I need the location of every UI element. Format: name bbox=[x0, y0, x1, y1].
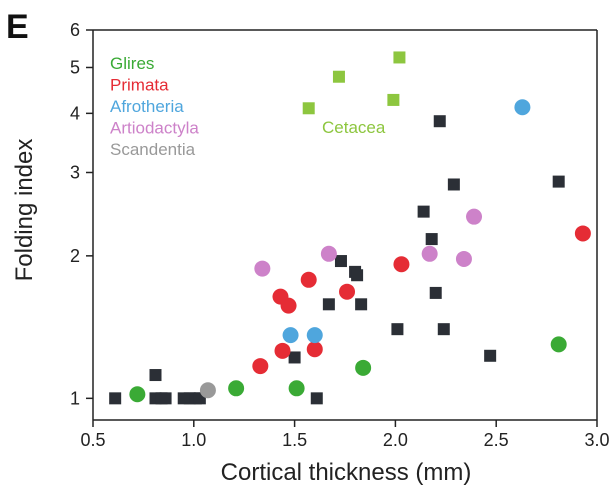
other-unlabeled-point bbox=[334, 255, 347, 268]
y-tick-label: 4 bbox=[70, 103, 80, 123]
other-unlabeled-point bbox=[437, 323, 450, 336]
cetacea-point bbox=[332, 70, 345, 83]
afrotheria-point bbox=[282, 327, 299, 344]
other-unlabeled-point bbox=[109, 392, 122, 405]
afrotheria-point bbox=[306, 327, 323, 344]
primata-point bbox=[574, 225, 591, 242]
other-unlabeled-point bbox=[447, 178, 460, 191]
other-unlabeled-point bbox=[322, 298, 335, 311]
other-unlabeled-point bbox=[484, 349, 497, 362]
afrotheria-point bbox=[514, 99, 531, 116]
other-unlabeled-point bbox=[355, 298, 368, 311]
legend-entry-afrotheria: Afrotheria bbox=[110, 97, 184, 116]
legend-entry-scandentia: Scandentia bbox=[110, 140, 196, 159]
primata-point bbox=[274, 342, 291, 359]
x-tick-label: 0.5 bbox=[80, 430, 105, 450]
other-unlabeled-point bbox=[429, 286, 442, 299]
other-unlabeled-point bbox=[288, 351, 301, 364]
artiodactyla-point bbox=[466, 208, 483, 225]
legend: Glires Primata Afrotheria Artiodactyla Scand… bbox=[110, 54, 199, 159]
artiodactyla-point bbox=[421, 245, 438, 262]
legend-entry-artiodactyla: Artiodactyla bbox=[110, 119, 199, 138]
glires-point bbox=[355, 359, 372, 376]
x-tick-label: 2.0 bbox=[383, 430, 408, 450]
panel-letter: E bbox=[6, 8, 29, 46]
y-tick-label: 5 bbox=[70, 57, 80, 77]
other-unlabeled-point bbox=[552, 175, 565, 188]
other-unlabeled-point bbox=[391, 323, 404, 336]
glires-point bbox=[228, 380, 245, 397]
y-tick-label: 3 bbox=[70, 162, 80, 182]
x-tick-label: 3.0 bbox=[584, 430, 609, 450]
y-tick-label: 6 bbox=[70, 20, 80, 40]
x-axis-label: Cortical thickness (mm) bbox=[221, 459, 472, 486]
primata-point bbox=[339, 283, 356, 300]
other-unlabeled-point bbox=[159, 392, 172, 405]
artiodactyla-point bbox=[320, 245, 337, 262]
artiodactyla-point bbox=[254, 260, 271, 277]
other-unlabeled-point bbox=[351, 269, 364, 282]
other-unlabeled-point bbox=[417, 205, 430, 218]
y-axis-label: Folding index bbox=[11, 139, 38, 282]
other-unlabeled-point bbox=[425, 233, 438, 246]
cetacea-point bbox=[393, 51, 406, 64]
annotations: Cetacea bbox=[322, 118, 386, 137]
glires-point bbox=[550, 336, 567, 353]
annotation-cetacea: Cetacea bbox=[322, 118, 386, 137]
y-tick-label: 1 bbox=[70, 388, 80, 408]
primata-point bbox=[280, 297, 297, 314]
other-unlabeled-point bbox=[310, 392, 323, 405]
x-tick-label: 2.5 bbox=[484, 430, 509, 450]
legend-entry-primata: Primata bbox=[110, 76, 169, 95]
primata-point bbox=[252, 358, 269, 375]
x-tick-label: 1.0 bbox=[181, 430, 206, 450]
primata-point bbox=[393, 256, 410, 273]
cetacea-point bbox=[302, 102, 315, 115]
legend-entry-glires: Glires bbox=[110, 54, 154, 73]
y-tick-label: 2 bbox=[70, 246, 80, 266]
glires-point bbox=[288, 380, 305, 397]
primata-point bbox=[306, 341, 323, 358]
other-unlabeled-point bbox=[149, 369, 162, 382]
scandentia-point bbox=[199, 382, 216, 399]
cetacea-point bbox=[387, 93, 400, 106]
other-unlabeled-point bbox=[433, 115, 446, 128]
glires-point bbox=[129, 386, 146, 403]
data-marks bbox=[109, 51, 591, 405]
x-tick-label: 1.5 bbox=[282, 430, 307, 450]
artiodactyla-point bbox=[455, 250, 472, 267]
primata-point bbox=[300, 271, 317, 288]
axes: 0.5 1.0 1.5 2.0 2.5 3.0 1 2 3 4 5 6 bbox=[70, 20, 610, 450]
